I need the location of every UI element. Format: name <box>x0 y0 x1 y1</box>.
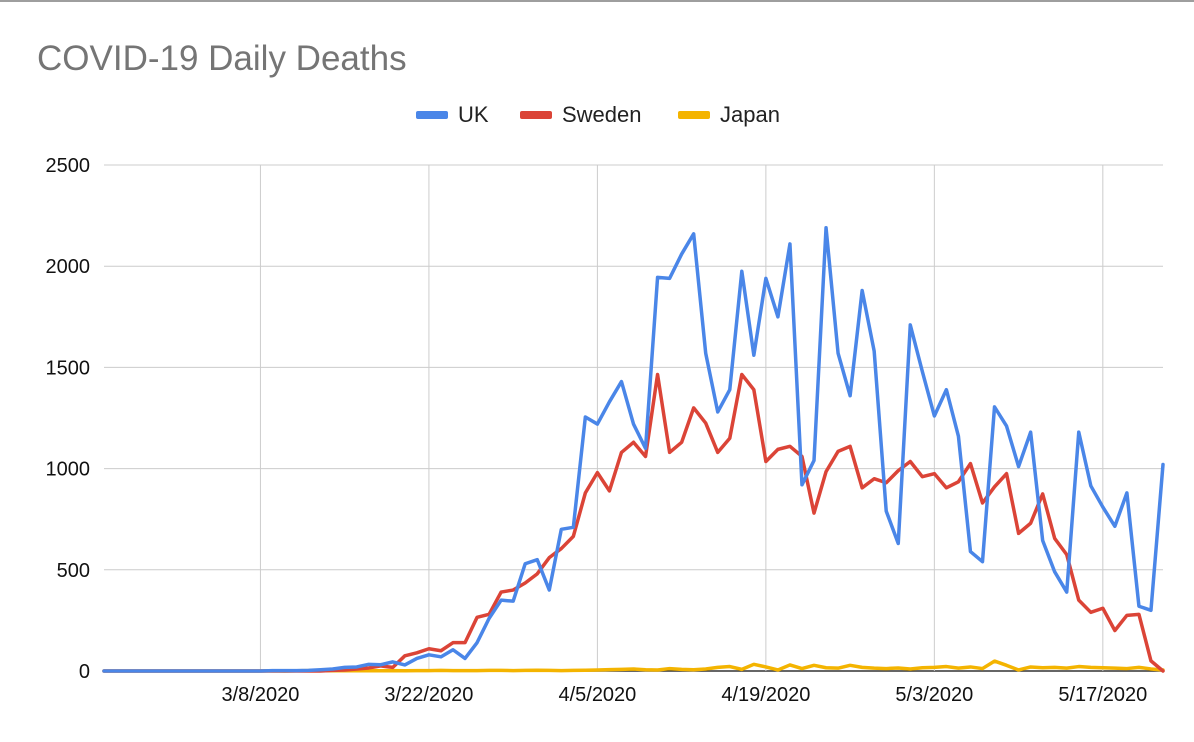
y-tick-label: 500 <box>57 560 90 582</box>
x-tick-label: 3/8/2020 <box>222 684 300 706</box>
x-tick-label: 5/17/2020 <box>1058 684 1147 706</box>
y-tick-label: 1500 <box>46 357 91 379</box>
grid <box>104 164 1163 672</box>
top-border <box>0 0 1194 2</box>
legend: UK Sweden Japan <box>416 102 780 127</box>
x-tick-label: 3/22/2020 <box>384 684 473 706</box>
y-tick-label: 2500 <box>46 155 91 177</box>
x-tick-label: 4/5/2020 <box>558 684 636 706</box>
legend-label-japan: Japan <box>720 102 780 127</box>
x-tick-label: 5/3/2020 <box>895 684 973 706</box>
y-axis: 0 500 1000 1500 2000 2500 <box>46 155 91 683</box>
legend-label-uk: UK <box>458 102 489 127</box>
series-line-uk <box>102 225 1165 673</box>
legend-swatch-sweden <box>520 111 552 119</box>
chart-title: COVID-19 Daily Deaths <box>37 39 407 78</box>
y-tick-label: 2000 <box>46 256 91 278</box>
legend-swatch-japan <box>678 111 710 119</box>
legend-label-sweden: Sweden <box>562 102 642 127</box>
x-tick-label: 4/19/2020 <box>721 684 810 706</box>
x-axis: 3/8/2020 3/22/2020 4/5/2020 4/19/2020 5/3/20… <box>222 684 1148 706</box>
y-tick-label: 0 <box>79 661 90 683</box>
series-lines <box>102 225 1165 673</box>
legend-swatch-uk <box>416 111 448 119</box>
y-tick-label: 1000 <box>46 459 91 481</box>
